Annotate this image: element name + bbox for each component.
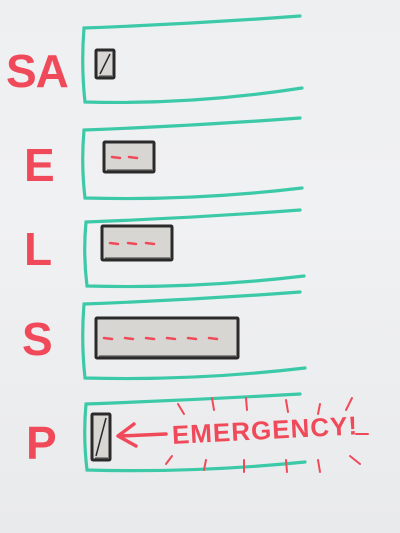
bar-dash-4-6 [207, 336, 219, 341]
row-frames [81, 14, 307, 473]
burst-tick-12 [203, 459, 207, 471]
bar-3 [100, 224, 174, 262]
arrow-left-icon [116, 422, 168, 448]
bar-dash-4-4 [165, 336, 177, 341]
frame-2 [81, 116, 304, 201]
row-label-l: L [24, 223, 52, 275]
row-label-sa: SA [6, 45, 69, 97]
bar-dash-3-1 [108, 241, 120, 246]
frame-4 [81, 290, 307, 381]
arrow-shaft [118, 432, 168, 438]
emergency-burst [165, 397, 369, 473]
row-label-e: E [24, 139, 55, 191]
bar-dash-2-1 [110, 155, 122, 160]
burst-tick-5 [317, 403, 321, 415]
frame-3 [83, 208, 306, 289]
bar-dash-3-3 [144, 241, 156, 246]
bar-dash-4-1 [102, 336, 114, 341]
burst-tick-2 [211, 397, 215, 411]
bar-dash-2-2 [127, 155, 139, 160]
arrow-head [116, 422, 138, 448]
burst-tick-4 [285, 399, 289, 413]
burst-tick-10 [285, 459, 288, 473]
bar-dash-4-3 [144, 336, 156, 341]
bar-slash-5 [95, 417, 107, 457]
burst-tick-1 [177, 403, 185, 415]
row-label-s: S [22, 313, 53, 365]
bar-dash-4-5 [186, 336, 198, 341]
bar-dash-4-2 [123, 336, 135, 341]
burst-tick-13 [165, 455, 173, 465]
bar-dash-3-2 [126, 241, 138, 246]
row-label-p: P [26, 417, 57, 469]
row-bars [90, 48, 240, 462]
bar-slash-1 [99, 53, 111, 75]
frame-5 [83, 392, 307, 473]
burst-tick-6 [345, 397, 353, 411]
burst-tick-3 [245, 397, 248, 411]
burst-tick-9 [317, 459, 321, 473]
frame-1 [81, 14, 304, 105]
burst-tick-8 [349, 455, 361, 465]
